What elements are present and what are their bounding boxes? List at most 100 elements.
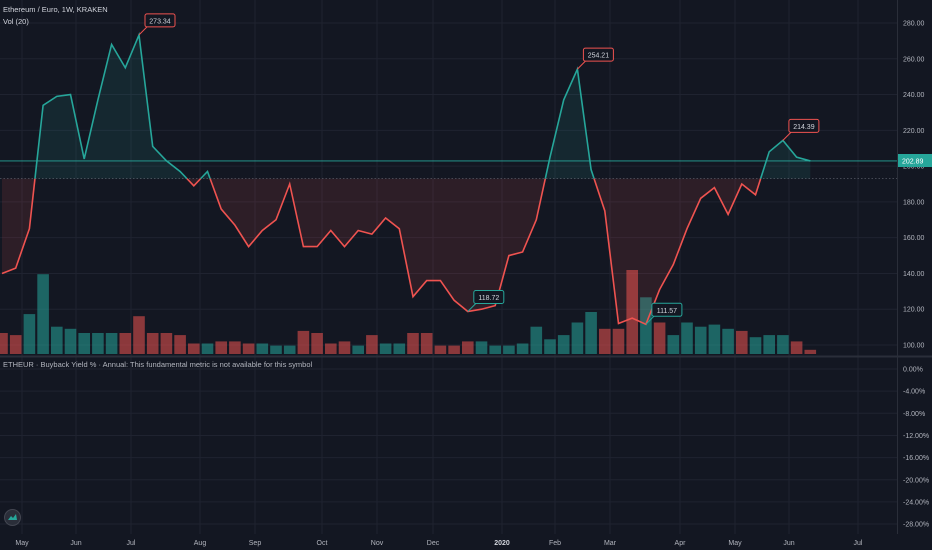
area-fill-below — [210, 178, 546, 312]
volume-bar — [174, 335, 186, 354]
volume-bar — [407, 333, 419, 354]
volume-bar — [763, 335, 775, 354]
volume-bar — [516, 343, 529, 354]
annotation-pointer — [467, 303, 477, 312]
current-price-label-text: 202.89 — [902, 159, 924, 166]
time-axis[interactable]: May Jun Jul Aug Sep Oct Nov Dec 2020 Feb Mar Apr May… — [15, 540, 863, 547]
price-line-above — [34, 31, 188, 180]
percent-axis: 0.00% -4.00% -8.00% -12.00% -16.00% -20.00% -2… — [903, 367, 929, 529]
annotation-box — [788, 118, 820, 133]
volume-bar — [571, 322, 584, 354]
time-axis-tick: May — [15, 540, 29, 547]
time-axis-tick: Nov — [371, 540, 384, 547]
area-fill-above — [545, 69, 595, 179]
annotation-box — [144, 13, 176, 28]
time-axis-tick: Apr — [675, 540, 687, 547]
price-axis-tick: 120.00 — [903, 307, 925, 314]
volume-bar — [790, 341, 803, 354]
annotation-label: 254.21 — [588, 53, 610, 60]
price-line-below — [593, 178, 762, 326]
time-axis-tick: Jun — [783, 540, 794, 547]
volume-bar — [0, 333, 8, 354]
volume-bar — [37, 274, 49, 354]
annotation-pointer — [645, 315, 655, 325]
volume-bar — [92, 333, 104, 354]
volume-bar — [105, 333, 118, 354]
area-fill-above — [760, 140, 811, 179]
annotation-label: 214.39 — [793, 124, 815, 131]
price-axis-tick: 180.00 — [903, 199, 925, 206]
percent-axis-tick: -24.00% — [903, 499, 929, 506]
price-axis-tick: 160.00 — [903, 235, 925, 242]
area-fill-below — [594, 178, 761, 325]
time-axis-tick: Aug — [194, 540, 207, 547]
volume-bar — [352, 345, 364, 354]
volume-bar — [242, 343, 255, 354]
annotation-box — [473, 290, 505, 305]
percent-axis-tick: -16.00% — [903, 455, 929, 462]
annotation-label: 273.34 — [149, 18, 171, 25]
volume-bar — [749, 337, 762, 354]
volume-bar — [434, 345, 447, 354]
area-fill-below — [2, 178, 35, 274]
annotation-label: 118.72 — [478, 295, 499, 302]
volume-bar — [585, 312, 597, 354]
price-axis-tick: 240.00 — [903, 92, 925, 99]
time-axis-tick: Mar — [604, 540, 617, 547]
percent-axis-tick: -4.00% — [903, 389, 925, 396]
area-fill-below — [186, 178, 201, 186]
price-axis[interactable]: 100.00 120.00 140.00 160.00 180.00 200.00 220.… — [903, 21, 925, 350]
current-price-label: 202.89 — [898, 154, 932, 167]
time-axis-tick: Sep — [249, 540, 262, 547]
symbol-title: Ethereum / Euro, 1W, KRAKEN — [3, 5, 108, 14]
price-axis-tick: 280.00 — [903, 21, 925, 28]
price-line — [1, 31, 811, 326]
volume-bar — [804, 349, 817, 354]
price-axis-tick: 260.00 — [903, 56, 925, 63]
price-line-below — [209, 178, 547, 313]
volume-bar — [557, 335, 570, 354]
volume-bar — [503, 345, 515, 354]
price-line-above — [200, 169, 211, 180]
volume-bar — [599, 328, 611, 354]
percent-axis-tick: -28.00% — [903, 522, 929, 529]
time-axis-tick: Oct — [317, 540, 328, 547]
volume-bar — [283, 345, 296, 354]
area-fill-above — [34, 34, 187, 179]
volume-bar — [653, 322, 666, 354]
volume-bar — [736, 330, 748, 354]
volume-bar — [270, 345, 282, 354]
volume-bar — [681, 322, 693, 354]
volume-bar — [51, 326, 63, 354]
volume-bar — [133, 316, 145, 354]
price-annotations: 273.34 118.72 254.21 111.57 214.39 — [138, 13, 820, 325]
volume-bar — [9, 335, 22, 354]
annotation-pointer — [782, 132, 792, 141]
volume-bar — [160, 333, 173, 354]
annotation-pointer — [138, 26, 148, 36]
price-axis-tick: 200.00 — [903, 164, 925, 171]
volume-bar — [420, 333, 433, 354]
tradingview-logo-icon[interactable] — [4, 509, 21, 526]
volume-bar — [777, 335, 789, 354]
time-axis-tick: Jul — [127, 540, 136, 547]
volume-bar — [325, 343, 337, 354]
volume-bar — [78, 333, 90, 354]
price-axis-tick: 140.00 — [903, 271, 925, 278]
volume-bar — [188, 343, 200, 354]
price-line-above — [544, 66, 595, 179]
time-axis-tick: May — [728, 540, 742, 547]
volume-bar — [229, 341, 241, 354]
volume-bar — [379, 343, 392, 354]
volume-bar — [297, 330, 310, 354]
volume-indicator-label: Vol (20) — [3, 17, 29, 26]
volume-bar — [626, 270, 638, 354]
volume-bar — [708, 324, 721, 354]
percent-axis-tick: 0.00% — [903, 367, 923, 374]
volume-bar — [311, 333, 323, 354]
annotation-pointer — [577, 60, 586, 70]
price-line-below — [186, 178, 202, 187]
volume-bar — [393, 343, 406, 354]
time-axis-tick: Feb — [549, 540, 561, 547]
